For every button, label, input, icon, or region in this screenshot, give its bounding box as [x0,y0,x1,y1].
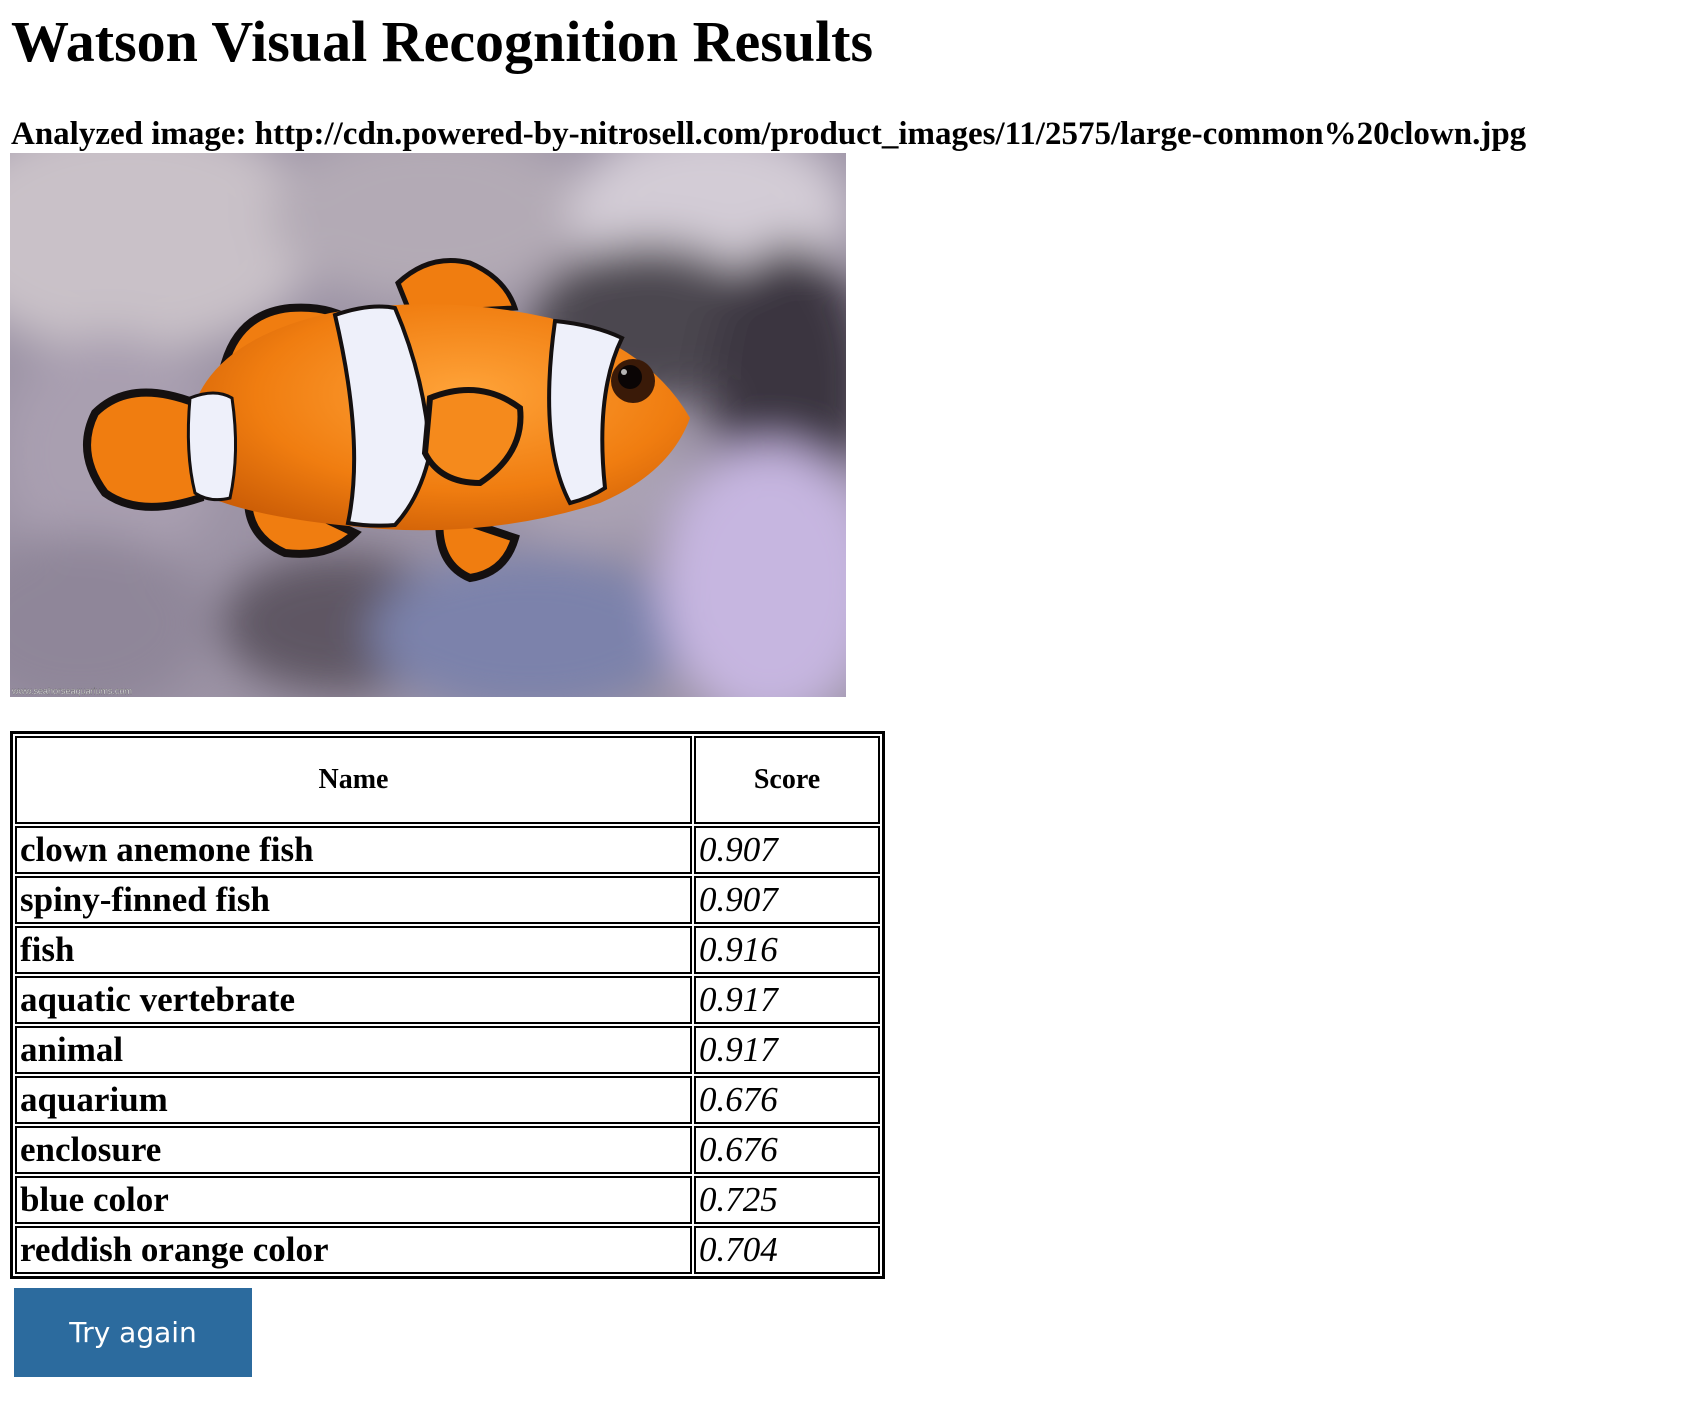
table-row: clown anemone fish 0.907 [15,826,880,874]
score-cell: 0.907 [694,876,880,924]
class-name-cell: reddish orange color [15,1226,692,1274]
score-cell: 0.704 [694,1226,880,1274]
score-cell: 0.676 [694,1126,880,1174]
score-cell: 0.917 [694,1026,880,1074]
class-name-cell: aquarium [15,1076,692,1124]
column-header-name: Name [15,736,692,824]
watermark-text: www.seahorseaquariums.com [11,686,132,696]
score-cell: 0.917 [694,976,880,1024]
score-cell: 0.907 [694,826,880,874]
analyzed-image-url: http://cdn.powered-by-nitrosell.com/prod… [254,116,1527,152]
class-name-cell: animal [15,1026,692,1074]
score-cell: 0.725 [694,1176,880,1224]
class-name-cell: spiny-finned fish [15,876,692,924]
table-row: blue color 0.725 [15,1176,880,1224]
results-table: Name Score clown anemone fish 0.907 spin… [10,731,885,1279]
class-name-cell: aquatic vertebrate [15,976,692,1024]
try-again-button[interactable]: Try again [14,1288,252,1377]
table-row: aquatic vertebrate 0.917 [15,976,880,1024]
table-row: fish 0.916 [15,926,880,974]
class-name-cell: enclosure [15,1126,692,1174]
clownfish-photo: www.seahorseaquariums.com [10,153,846,697]
column-header-score: Score [694,736,880,824]
score-cell: 0.916 [694,926,880,974]
table-header-row: Name Score [15,736,880,824]
class-name-cell: clown anemone fish [15,826,692,874]
table-row: reddish orange color 0.704 [15,1226,880,1274]
table-row: animal 0.917 [15,1026,880,1074]
class-name-cell: blue color [15,1176,692,1224]
score-cell: 0.676 [694,1076,880,1124]
class-name-cell: fish [15,926,692,974]
analyzed-image-caption: Analyzed image: http://cdn.powered-by-ni… [11,114,1526,154]
table-row: spiny-finned fish 0.907 [15,876,880,924]
table-row: enclosure 0.676 [15,1126,880,1174]
table-row: aquarium 0.676 [15,1076,880,1124]
analyzed-image-label: Analyzed image: [11,116,255,152]
page-title: Watson Visual Recognition Results [11,9,874,74]
